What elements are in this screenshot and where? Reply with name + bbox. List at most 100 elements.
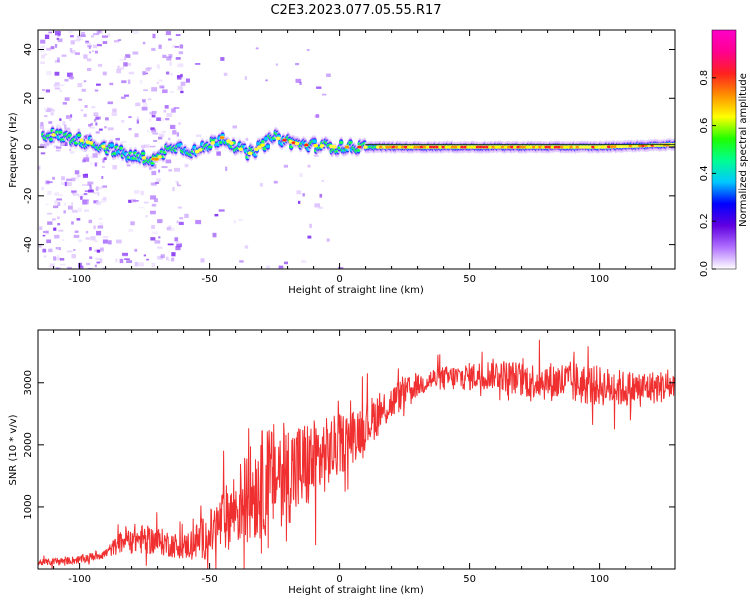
noise-speckle	[152, 231, 158, 234]
noise-speckle	[45, 142, 50, 147]
noise-speckle	[153, 182, 158, 186]
noise-speckle	[76, 36, 82, 40]
noise-speckle	[139, 79, 143, 85]
noise-speckle	[92, 33, 99, 36]
noise-speckle	[70, 151, 75, 154]
noise-speckle	[142, 41, 146, 45]
noise-speckle	[174, 237, 179, 242]
noise-speckle	[95, 131, 100, 134]
noise-speckle	[56, 198, 62, 201]
noise-speckle	[138, 206, 144, 209]
noise-speckle	[172, 130, 177, 135]
ridge-core	[157, 155, 162, 159]
noise-speckle	[220, 57, 225, 61]
noise-speckle	[46, 71, 52, 76]
noise-speckle	[151, 203, 157, 207]
noise-speckle	[39, 143, 46, 149]
noise-speckle	[151, 128, 157, 133]
noise-speckle	[82, 173, 88, 178]
noise-speckle	[245, 137, 249, 141]
noise-speckle	[97, 63, 103, 67]
noise-speckle	[90, 122, 93, 126]
noise-speckle	[83, 54, 88, 59]
noise-speckle	[70, 75, 74, 80]
noise-speckle	[81, 184, 88, 186]
noise-speckle	[85, 134, 89, 137]
noise-speckle	[89, 51, 92, 54]
noise-speckle	[141, 144, 145, 148]
spectrogram-ticks: -100 -50 0 50 100 -40 -20 0 20 40	[23, 30, 675, 285]
noise-speckle	[115, 258, 118, 263]
noise-speckle	[73, 248, 76, 251]
colorbar: 0.0 0.2 0.4 0.6 0.8 Normalized spectral ampl…	[699, 29, 749, 277]
noise-speckle	[111, 113, 118, 116]
noise-speckle	[95, 116, 100, 121]
noise-speckle	[123, 62, 128, 67]
noise-speckle	[168, 169, 173, 172]
noise-speckle	[124, 56, 127, 61]
noise-speckle	[121, 140, 127, 143]
noise-speckle	[152, 132, 159, 135]
noise-speckle	[101, 35, 108, 38]
noise-speckle	[168, 38, 172, 41]
noise-speckle	[93, 118, 97, 122]
noise-speckle	[64, 202, 67, 206]
noise-speckle	[50, 46, 55, 50]
noise-speckle	[126, 260, 133, 263]
noise-speckle	[115, 137, 120, 141]
noise-speckle	[180, 81, 186, 86]
noise-speckle	[133, 30, 139, 34]
noise-speckle	[108, 240, 112, 245]
noise-speckle	[95, 162, 99, 166]
noise-speckle	[44, 34, 50, 40]
noise-speckle	[126, 164, 131, 167]
noise-speckle	[88, 124, 92, 127]
ridge-core	[578, 145, 584, 149]
noise-speckle	[76, 174, 81, 178]
noise-speckle	[94, 264, 97, 268]
noise-speckle	[167, 137, 171, 141]
noise-speckle	[175, 57, 181, 60]
noise-speckle	[102, 185, 108, 188]
spectrogram-x-tick-label: -50	[201, 274, 217, 285]
noise-speckle	[102, 197, 107, 201]
snr-frame	[37, 329, 676, 570]
noise-speckle	[95, 122, 98, 126]
noise-speckle	[41, 54, 45, 59]
snr-panel: -100 -50 0 50 100 1000 2000 3000 Height of stra…	[8, 329, 676, 596]
ridge-cell	[109, 143, 115, 148]
noise-speckle	[266, 265, 270, 269]
noise-speckle	[142, 71, 146, 76]
noise-speckle	[67, 72, 73, 77]
noise-speckle	[171, 108, 176, 113]
noise-speckle	[83, 192, 88, 196]
ridge-core	[254, 147, 259, 152]
noise-speckle	[179, 217, 184, 220]
ridge-cell	[150, 161, 155, 165]
noise-speckle	[295, 62, 300, 66]
noise-speckle	[101, 166, 105, 169]
spectrogram-frame	[37, 29, 676, 270]
noise-speckle	[64, 79, 69, 82]
noise-speckle	[96, 249, 101, 253]
noise-speckle	[119, 67, 125, 70]
noise-speckle	[49, 263, 55, 268]
noise-speckle	[180, 73, 183, 78]
noise-speckle	[153, 140, 158, 142]
noise-speckle	[107, 101, 113, 105]
noise-speckle	[141, 106, 148, 111]
noise-speckle	[151, 110, 157, 115]
noise-speckle	[121, 119, 125, 123]
noise-speckle	[70, 35, 74, 38]
noise-speckle	[41, 186, 45, 191]
noise-speckle	[171, 44, 176, 48]
noise-speckle	[148, 117, 152, 122]
noise-speckle	[53, 145, 58, 148]
noise-speckle	[64, 181, 67, 187]
ridge-cell	[356, 149, 361, 152]
noise-speckle	[77, 207, 82, 213]
noise-speckle	[83, 135, 88, 140]
noise-speckle	[102, 71, 107, 76]
ridge-cell	[140, 152, 146, 155]
noise-speckle	[128, 228, 134, 232]
